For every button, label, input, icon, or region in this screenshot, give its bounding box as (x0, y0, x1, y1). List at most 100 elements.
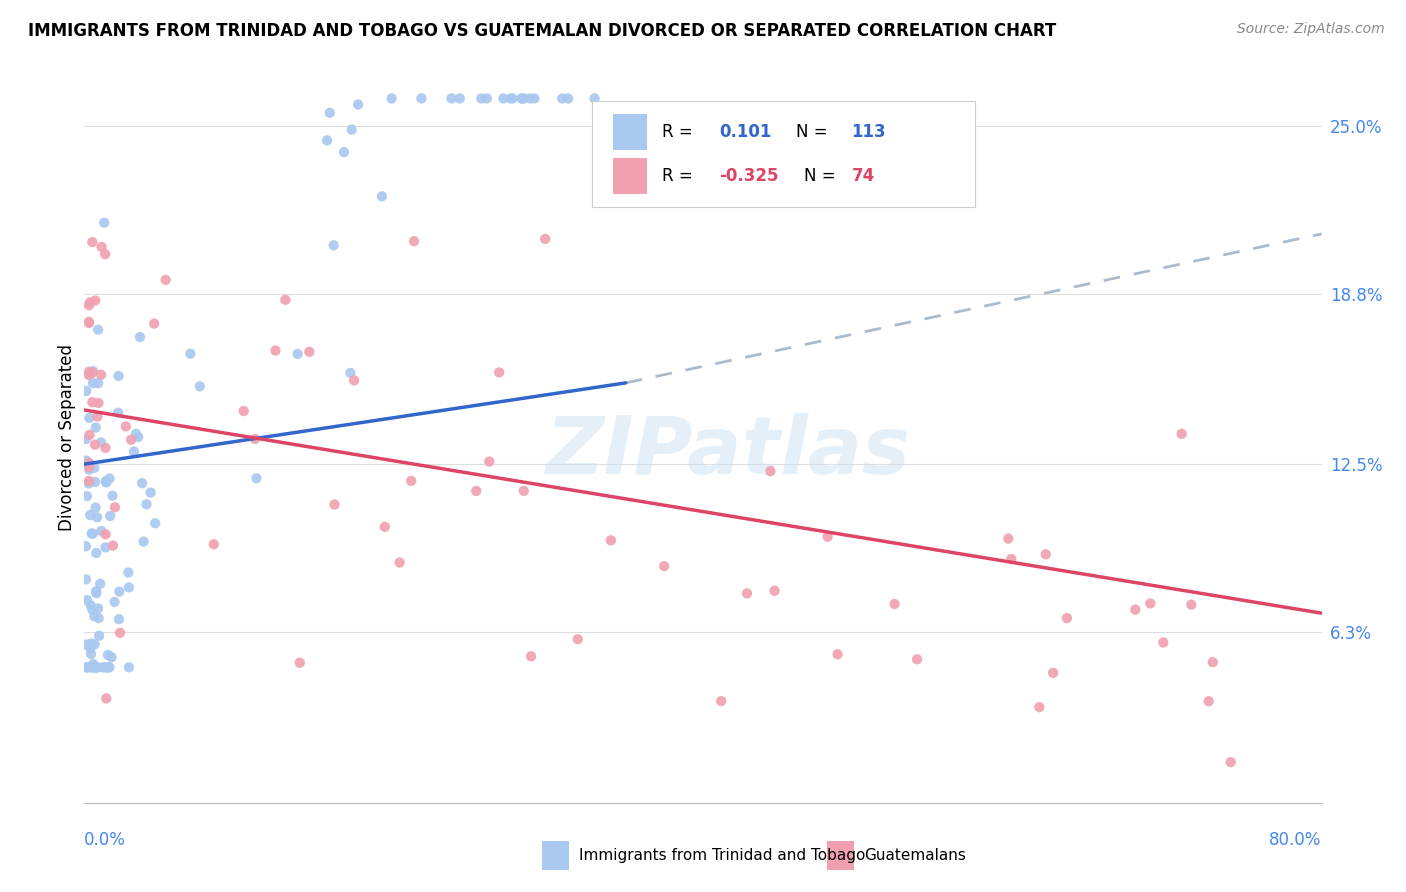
Point (98, 471, 121, 485)
Point (492, 91, 515, 105)
Point (1042, 665, 1064, 680)
Point (523, 91, 546, 105)
Point (75, 453, 97, 467)
Point (1198, 694, 1220, 708)
Point (96, 475, 118, 490)
Point (652, 559, 675, 574)
Point (84, 546, 107, 560)
Point (103, 595, 125, 609)
Point (84, 584, 107, 599)
Point (83, 660, 105, 674)
Point (1056, 611, 1078, 625)
Point (84, 500, 107, 515)
Point (287, 347, 309, 361)
Point (399, 474, 422, 488)
Point (567, 632, 589, 647)
Point (80, 660, 103, 674)
Point (118, 660, 141, 674)
Point (478, 454, 501, 468)
Point (411, 91, 433, 105)
Point (91, 660, 114, 674)
Text: 113: 113 (852, 123, 886, 141)
Point (470, 91, 492, 105)
Point (75, 660, 97, 674)
Point (77, 298, 100, 312)
Point (202, 537, 225, 551)
Point (98, 660, 121, 674)
Point (96, 660, 118, 674)
Text: IMMIGRANTS FROM TRINIDAD AND TOBAGO VS GUATEMALAN DIVORCED OR SEPARATED CORRELAT: IMMIGRANTS FROM TRINIDAD AND TOBAGO VS G… (28, 22, 1056, 40)
Point (488, 366, 510, 380)
Point (139, 485, 162, 500)
Point (122, 444, 145, 458)
Point (143, 317, 166, 331)
Point (374, 520, 396, 534)
Point (120, 433, 142, 447)
Text: -0.325: -0.325 (718, 167, 779, 185)
Point (100, 650, 122, 665)
Point (1202, 655, 1225, 669)
Point (94, 441, 117, 455)
Point (759, 464, 782, 478)
Point (94, 247, 117, 261)
Point (135, 497, 157, 511)
Point (188, 379, 211, 393)
Point (340, 122, 363, 136)
Point (86, 660, 108, 674)
Point (339, 366, 361, 380)
Point (83, 460, 105, 475)
Point (817, 530, 839, 544)
Point (104, 500, 127, 515)
Point (87, 611, 110, 625)
Point (77, 476, 100, 491)
Point (86, 510, 108, 524)
Point (1123, 602, 1146, 616)
Point (77, 365, 100, 379)
Point (76, 660, 98, 674)
Point (82, 235, 104, 249)
Point (520, 649, 543, 664)
Point (90, 435, 112, 450)
Point (322, 238, 344, 252)
Point (440, 91, 463, 105)
Point (499, 91, 522, 105)
Point (997, 532, 1019, 546)
Point (77, 315, 100, 329)
Point (84, 293, 107, 308)
Text: R =: R = (662, 123, 693, 141)
Point (107, 369, 129, 384)
Point (79, 411, 101, 425)
Point (323, 498, 346, 512)
Point (1152, 635, 1174, 649)
Point (86, 660, 108, 674)
Point (101, 489, 124, 503)
Point (84, 437, 107, 451)
Point (94, 475, 117, 489)
Text: 74: 74 (852, 167, 875, 185)
Point (80, 660, 103, 674)
Point (80, 526, 103, 541)
Point (1219, 755, 1241, 769)
Point (827, 648, 849, 662)
Point (108, 612, 131, 626)
Point (87, 376, 110, 391)
Text: N =: N = (804, 167, 837, 185)
Point (77, 316, 100, 330)
Point (82, 657, 104, 672)
Point (735, 586, 758, 600)
Point (883, 597, 905, 611)
Point (298, 344, 321, 359)
Point (87, 629, 110, 643)
Point (77, 463, 100, 477)
Point (77, 368, 100, 382)
Point (319, 105, 342, 120)
Point (264, 343, 287, 358)
Point (94, 527, 117, 541)
Point (77, 456, 100, 470)
Point (83, 609, 105, 624)
Point (710, 694, 733, 708)
Text: Guatemalans: Guatemalans (863, 848, 966, 863)
Point (143, 516, 166, 531)
Point (1028, 700, 1050, 714)
Point (117, 566, 139, 580)
